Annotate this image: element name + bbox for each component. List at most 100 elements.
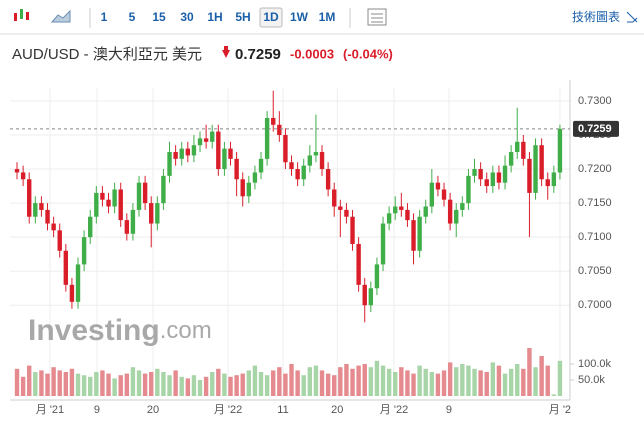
interval-button[interactable]: 5H <box>235 10 250 24</box>
volume-bar <box>155 368 160 396</box>
volume-bar <box>185 378 191 396</box>
volume-bar <box>106 373 111 396</box>
volume-bar <box>325 373 331 396</box>
volume-bar <box>417 365 422 396</box>
candle-body <box>447 199 453 224</box>
area-icon[interactable] <box>50 9 71 23</box>
volume-bar <box>14 368 20 396</box>
candle-body <box>399 206 404 210</box>
candle-body <box>508 152 514 166</box>
candle-body <box>478 169 483 180</box>
candle-body <box>484 179 489 187</box>
volume-bar <box>533 367 538 396</box>
candle-body <box>356 243 361 285</box>
interval-button[interactable]: 1W <box>290 10 309 24</box>
table-icon[interactable] <box>367 8 387 26</box>
technical-chart-link[interactable]: 技術圖表 <box>572 10 620 24</box>
x-tick-label: 月 '22 <box>214 404 242 416</box>
interval-button[interactable]: 30 <box>180 10 194 24</box>
volume-bar <box>57 370 62 396</box>
candle-body <box>441 189 447 200</box>
volume-bar <box>142 373 148 396</box>
y-tick-label: 0.7200 <box>578 163 612 175</box>
x-tick-label: 20 <box>147 404 159 416</box>
candle-body <box>203 138 209 142</box>
volume-bar <box>75 373 81 396</box>
volume-bar <box>258 372 264 396</box>
interval-button[interactable]: 15 <box>152 10 166 24</box>
candle-body <box>289 162 294 170</box>
candle-body <box>460 203 465 210</box>
candle-body <box>545 179 550 187</box>
volume-bar <box>460 364 465 396</box>
volume-bar <box>441 370 447 396</box>
candle-body <box>228 148 233 159</box>
volume-bar <box>27 365 32 396</box>
header-title: AUD/USD - 澳大利亞元 美元 <box>12 46 202 63</box>
candle-body <box>411 220 416 251</box>
candle-body <box>197 138 203 146</box>
candle-body <box>533 145 538 193</box>
volume-bar <box>222 373 227 396</box>
volume-bar <box>295 370 300 396</box>
candle-body <box>344 209 349 217</box>
candle-body <box>39 203 44 210</box>
volume-bar <box>210 372 215 396</box>
volume-bar <box>69 368 75 396</box>
volume-bar <box>277 367 282 396</box>
volume-bar <box>338 367 343 396</box>
volume-bar <box>362 364 367 396</box>
candle-body <box>155 203 160 224</box>
candle-body <box>417 216 422 251</box>
down-arrow <box>222 46 230 58</box>
volume-bar <box>386 368 392 396</box>
volume-bar <box>63 372 69 396</box>
volume-bar <box>149 372 154 396</box>
candle-body <box>45 209 50 224</box>
volume-bar <box>319 370 325 396</box>
link-icon[interactable] <box>626 11 638 23</box>
volume-bar <box>20 376 26 396</box>
candle-body <box>454 209 459 224</box>
candle-body <box>521 141 526 159</box>
candle-body <box>118 189 123 221</box>
volume-bar <box>423 368 428 396</box>
plot: 0.70000.70500.71000.71500.72000.72500.73… <box>10 80 619 416</box>
candle-body <box>88 216 93 238</box>
candle-body <box>100 192 105 200</box>
volume-bar <box>112 378 117 396</box>
candle-body <box>386 213 392 224</box>
volume-bar <box>356 365 361 396</box>
interval-button[interactable]: 1M <box>319 10 336 24</box>
header-change-pct: (-0.04%) <box>343 46 393 61</box>
volume-bar <box>350 368 355 396</box>
volume-tick-label: 100.0k <box>578 358 612 370</box>
volume-bar <box>45 373 50 396</box>
interval-button[interactable]: 1 <box>101 10 108 24</box>
candle-body <box>216 131 221 170</box>
candle-body <box>136 182 142 210</box>
candle-body <box>185 148 191 156</box>
volume-bar <box>545 365 550 396</box>
candle-body <box>551 172 557 187</box>
candle-body <box>393 206 398 214</box>
candle-icon[interactable] <box>14 9 29 21</box>
volume-bar <box>197 380 203 396</box>
volume-bar <box>508 368 514 396</box>
candle-body <box>380 223 386 265</box>
candle-body <box>466 175 471 204</box>
candle-body <box>161 175 166 204</box>
volume-bar <box>411 373 416 396</box>
interval-button[interactable]: 1D <box>263 10 279 24</box>
candle-body <box>167 152 172 176</box>
volume-bar <box>490 362 496 396</box>
volume-bar <box>283 373 288 396</box>
volume-bar <box>332 375 337 396</box>
candle-body <box>338 206 343 210</box>
interval-button[interactable]: 1H <box>207 10 222 24</box>
volume-bar <box>124 373 130 396</box>
header-change: -0.0003 <box>290 46 334 61</box>
volume-bar <box>466 365 471 396</box>
interval-button[interactable]: 5 <box>129 10 136 24</box>
